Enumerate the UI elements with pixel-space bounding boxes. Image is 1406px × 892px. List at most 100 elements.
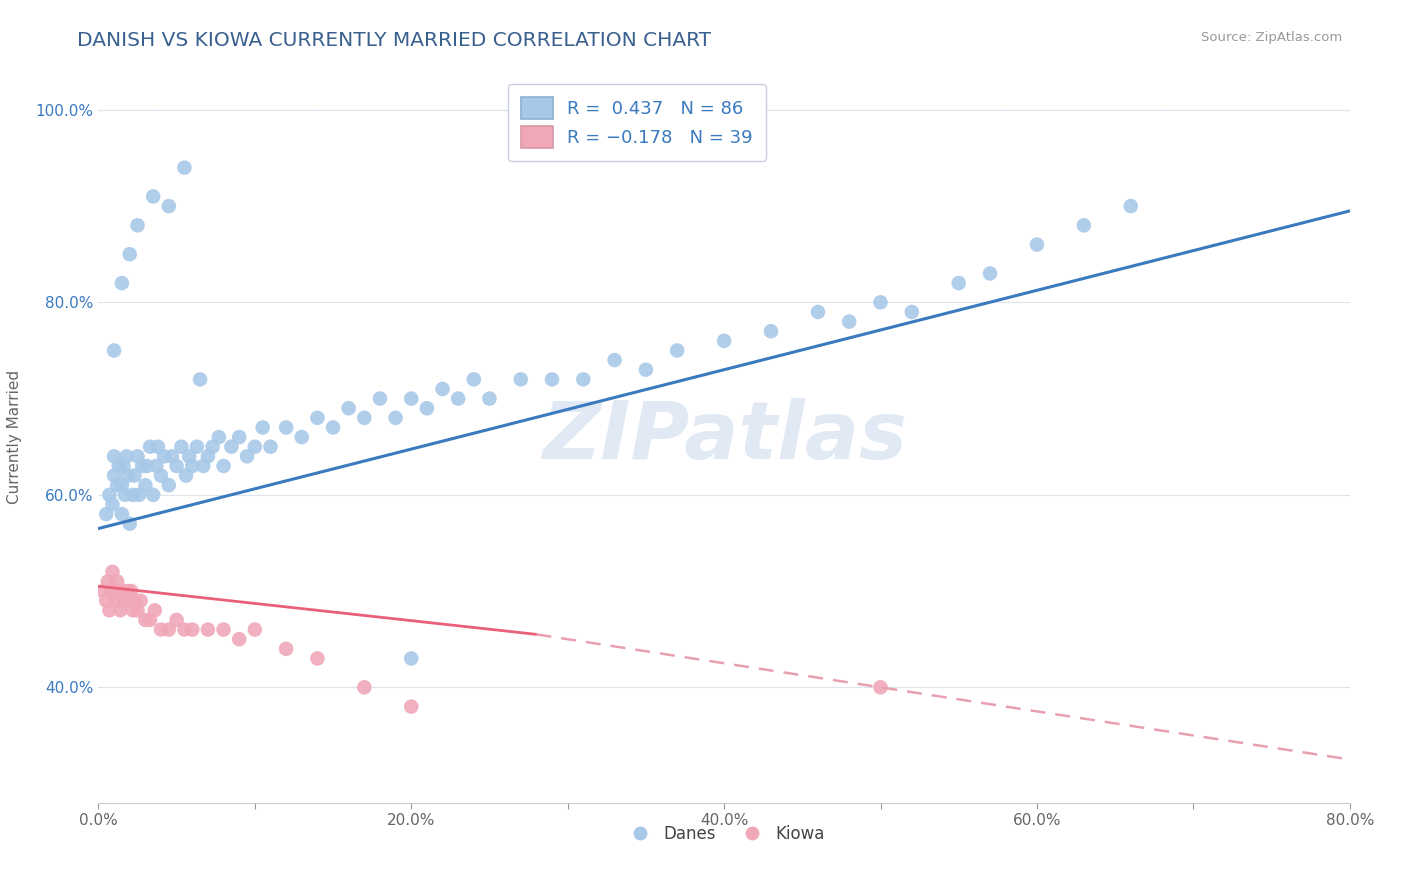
Point (101, 498, 124, 512)
Point (118, 516, 141, 531)
Point (166, 613, 188, 627)
Point (146, 440, 169, 454)
Point (103, 584, 125, 599)
Point (96, 507, 118, 521)
Point (212, 458, 235, 473)
Point (181, 623, 204, 637)
Point (127, 450, 149, 464)
Text: ZIPatlas: ZIPatlas (541, 398, 907, 476)
Point (160, 450, 183, 464)
Point (193, 458, 215, 473)
Point (114, 584, 136, 599)
Point (124, 468, 146, 483)
Point (603, 353, 626, 368)
Point (174, 468, 197, 483)
Point (127, 219, 149, 233)
Point (145, 458, 167, 473)
Point (838, 315, 860, 329)
Point (128, 488, 150, 502)
Point (979, 267, 1001, 281)
Point (110, 603, 132, 617)
Point (104, 593, 127, 607)
Point (135, 458, 157, 473)
Point (401, 651, 423, 665)
Point (142, 488, 165, 502)
Point (129, 593, 152, 607)
Point (124, 593, 146, 607)
Point (103, 468, 125, 483)
Point (337, 401, 360, 416)
Point (103, 343, 125, 358)
Point (111, 276, 134, 290)
Point (150, 468, 173, 483)
Point (153, 450, 176, 464)
Point (142, 189, 165, 203)
Text: Source: ZipAtlas.com: Source: ZipAtlas.com (1202, 31, 1343, 45)
Point (117, 468, 139, 483)
Point (291, 430, 314, 444)
Point (173, 161, 195, 175)
Point (432, 382, 454, 396)
Point (353, 681, 375, 695)
Point (186, 440, 208, 454)
Point (131, 458, 153, 473)
Point (401, 392, 423, 406)
Point (353, 410, 375, 425)
Point (170, 440, 193, 454)
Point (274, 420, 298, 434)
Point (869, 295, 891, 310)
Point (111, 507, 134, 521)
Point (157, 623, 180, 637)
Point (98, 603, 121, 617)
Legend: Danes, Kiowa: Danes, Kiowa (616, 818, 832, 849)
Point (173, 623, 195, 637)
Point (134, 613, 156, 627)
Point (572, 372, 595, 386)
Text: DANISH VS KIOWA CURRENTLY MARRIED CORRELATION CHART: DANISH VS KIOWA CURRENTLY MARRIED CORREL… (77, 31, 711, 50)
Point (121, 603, 143, 617)
Point (143, 603, 166, 617)
Point (228, 430, 250, 444)
Point (478, 392, 501, 406)
Point (307, 651, 329, 665)
Point (1119, 199, 1142, 213)
Point (243, 440, 266, 454)
Point (869, 681, 891, 695)
Point (307, 410, 329, 425)
Point (179, 450, 201, 464)
Point (197, 450, 219, 464)
Point (384, 410, 406, 425)
Point (97, 574, 120, 589)
Point (107, 584, 129, 599)
Point (243, 623, 266, 637)
Point (101, 565, 124, 579)
Point (197, 623, 219, 637)
Point (1073, 219, 1095, 233)
Point (759, 324, 782, 338)
Point (713, 334, 735, 348)
Point (900, 305, 922, 319)
Point (463, 372, 485, 386)
Point (103, 450, 125, 464)
Point (212, 623, 235, 637)
Point (118, 247, 141, 261)
Point (150, 623, 173, 637)
Point (105, 574, 128, 589)
Point (509, 372, 531, 386)
Point (96, 593, 118, 607)
Point (118, 593, 141, 607)
Point (401, 699, 423, 714)
Point (228, 632, 250, 647)
Point (100, 584, 122, 599)
Point (208, 430, 231, 444)
Point (634, 362, 657, 376)
Point (98, 488, 121, 502)
Point (134, 478, 156, 492)
Point (91, 584, 114, 599)
Point (181, 458, 204, 473)
Point (274, 641, 298, 656)
Point (127, 603, 149, 617)
Point (157, 478, 180, 492)
Point (111, 478, 134, 492)
Point (416, 401, 439, 416)
